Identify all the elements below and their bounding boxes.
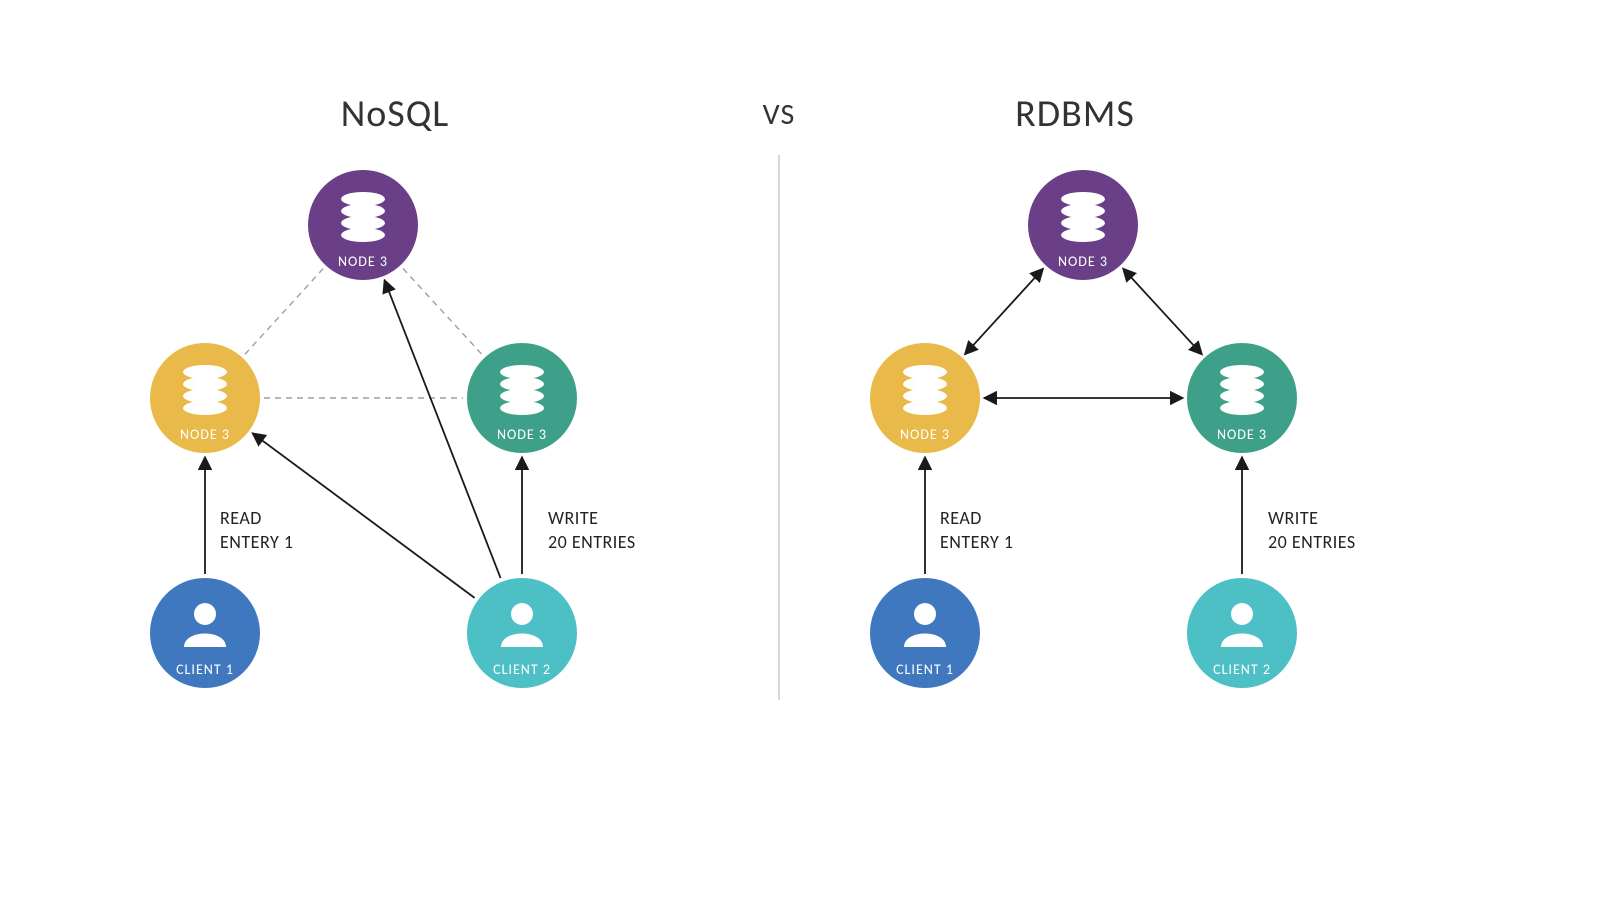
- labels-layer: READENTERY 1WRITE20 ENTRIESREADENTERY 1W…: [220, 507, 1356, 553]
- client-node: CLIENT 1: [870, 578, 980, 688]
- client-node: CLIENT 2: [467, 578, 577, 688]
- node-label: NODE 3: [180, 426, 230, 443]
- action-label: WRITE20 ENTRIES: [1268, 507, 1356, 553]
- action-label-line: READ: [940, 507, 982, 529]
- edge: [965, 269, 1043, 355]
- action-label-line: WRITE: [1268, 507, 1318, 529]
- db-node: NODE 3: [308, 170, 418, 280]
- db-node: NODE 3: [1187, 343, 1297, 453]
- node-label: NODE 3: [1217, 426, 1267, 443]
- db-node: NODE 3: [1028, 170, 1138, 280]
- nodes-layer: NODE 3 NODE 3 NODE 3 CLIENT 1 CLIENT 2 NODE 3…: [150, 170, 1297, 688]
- db-node: NODE 3: [467, 343, 577, 453]
- client-label: CLIENT 2: [493, 661, 551, 678]
- edges-layer: [205, 268, 1242, 597]
- node-label: NODE 3: [900, 426, 950, 443]
- db-node: NODE 3: [150, 343, 260, 453]
- action-label-line: WRITE: [548, 507, 598, 529]
- action-label: WRITE20 ENTRIES: [548, 507, 636, 553]
- title-right: RDBMS: [1015, 91, 1135, 137]
- node-label: NODE 3: [1058, 253, 1108, 270]
- client-node: CLIENT 1: [150, 578, 260, 688]
- action-label-line: 20 ENTRIES: [1268, 531, 1356, 553]
- action-label-line: ENTERY 1: [220, 531, 293, 553]
- db-node: NODE 3: [870, 343, 980, 453]
- title-vs: VS: [763, 96, 796, 133]
- node-label: NODE 3: [338, 253, 388, 270]
- edge: [245, 269, 323, 355]
- title-left: NoSQL: [341, 91, 450, 137]
- node-label: NODE 3: [497, 426, 547, 443]
- edge: [252, 433, 474, 598]
- diagram-canvas: NoSQL VS RDBMS NODE 3 NODE 3 NODE 3 CLIENT …: [0, 0, 1600, 900]
- client-label: CLIENT 1: [896, 661, 954, 678]
- client-node: CLIENT 2: [1187, 578, 1297, 688]
- edge: [403, 268, 482, 354]
- action-label-line: 20 ENTRIES: [548, 531, 636, 553]
- action-label-line: READ: [220, 507, 262, 529]
- client-label: CLIENT 2: [1213, 661, 1271, 678]
- client-label: CLIENT 1: [176, 661, 234, 678]
- action-label: READENTERY 1: [940, 507, 1013, 553]
- edge: [1123, 268, 1202, 354]
- action-label-line: ENTERY 1: [940, 531, 1013, 553]
- action-label: READENTERY 1: [220, 507, 293, 553]
